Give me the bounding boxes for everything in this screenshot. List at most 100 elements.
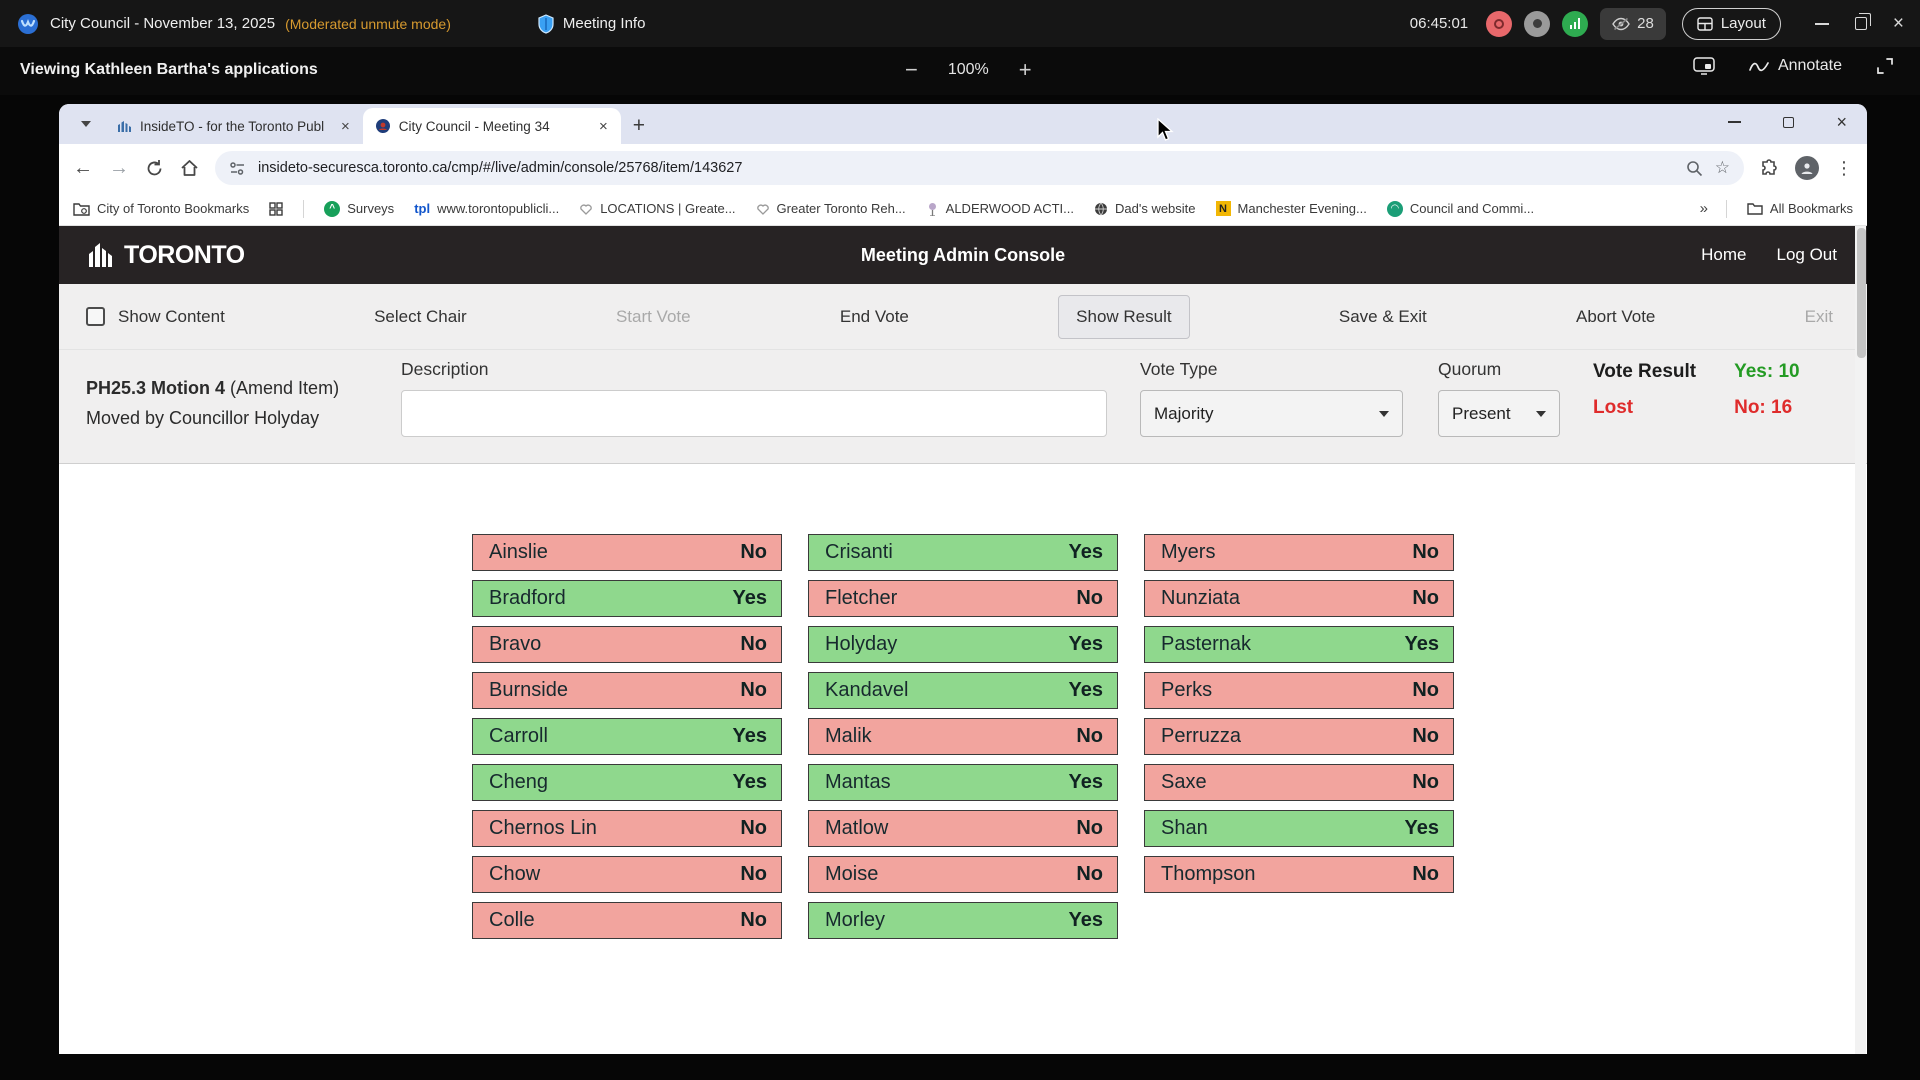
network-status-icon[interactable] (1562, 10, 1589, 37)
exit-button[interactable]: Exit (1804, 306, 1833, 326)
browser-minimize-icon[interactable] (1728, 121, 1742, 123)
logout-link[interactable]: Log Out (1776, 245, 1838, 264)
vote-cell[interactable]: Kandavel Yes (808, 672, 1118, 709)
bookmark-tpl[interactable]: tpl www.torontopublicli... (414, 201, 559, 216)
vote-type-select[interactable]: Majority (1140, 390, 1403, 437)
browser-close-icon[interactable]: × (1836, 112, 1847, 132)
vote-value: No (740, 863, 767, 885)
tab-close-icon[interactable]: × (341, 117, 350, 135)
description-label: Description (401, 359, 489, 379)
extensions-icon[interactable] (1760, 158, 1779, 178)
back-icon[interactable]: ← (73, 156, 93, 179)
vote-cell[interactable]: Malik No (808, 718, 1118, 755)
vote-cell[interactable]: Matlow No (808, 810, 1118, 847)
bookmarks-overflow-button[interactable]: » (1699, 200, 1708, 217)
vote-cell[interactable]: Moise No (808, 856, 1118, 893)
vote-cell[interactable]: Chow No (472, 856, 782, 893)
hidden-participants-pill[interactable]: 28 (1600, 7, 1666, 40)
vote-value: Yes (1068, 633, 1103, 655)
vote-cell[interactable]: Crisanti Yes (808, 534, 1118, 571)
bookmarks-folder[interactable]: City of Toronto Bookmarks (73, 201, 249, 216)
home-link[interactable]: Home (1701, 245, 1747, 264)
vote-cell[interactable]: Pasternak Yes (1144, 626, 1454, 663)
vote-value: Yes (1068, 541, 1103, 563)
audio-status-icon[interactable] (1524, 10, 1551, 37)
bookmark-dads-website[interactable]: Dad's website (1094, 201, 1196, 216)
vote-cell[interactable]: Saxe No (1144, 764, 1454, 801)
vote-cell[interactable]: Morley Yes (808, 902, 1118, 939)
vote-cell[interactable]: Myers No (1144, 534, 1454, 571)
zoom-indicator-icon[interactable] (1686, 160, 1703, 177)
toronto-logo[interactable]: TORONTO (87, 240, 245, 270)
refresh-icon[interactable] (145, 159, 164, 178)
bookmark-label: City of Toronto Bookmarks (97, 201, 250, 216)
browser-menu-icon[interactable]: ⋮ (1835, 157, 1853, 178)
vote-value: Yes (1068, 679, 1103, 701)
meeting-info-button[interactable]: Meeting Info (537, 13, 645, 34)
show-content-toggle[interactable]: Show Content (86, 307, 225, 327)
browser-restore-icon[interactable] (1783, 116, 1795, 128)
bookmark-manchester[interactable]: N Manchester Evening... (1215, 201, 1367, 216)
vote-cell[interactable]: Thompson No (1144, 856, 1454, 893)
end-vote-button[interactable]: End Vote (839, 306, 909, 326)
vote-cell[interactable]: Perruzza No (1144, 718, 1454, 755)
layout-button[interactable]: Layout (1681, 7, 1781, 40)
profile-avatar[interactable] (1795, 156, 1819, 180)
tab-close-icon[interactable]: × (599, 117, 608, 135)
tab-search-button[interactable] (69, 107, 103, 141)
zoom-in-button[interactable]: + (1018, 57, 1032, 82)
councillor-name: Burnside (489, 679, 568, 701)
vote-cell[interactable]: Shan Yes (1144, 810, 1454, 847)
restore-icon[interactable] (1854, 13, 1871, 30)
vote-cell[interactable]: Burnside No (472, 672, 782, 709)
fullscreen-icon[interactable] (1876, 57, 1894, 75)
meeting-title: City Council - November 13, 2025 (50, 15, 276, 32)
select-chair-button[interactable]: Select Chair (374, 306, 467, 326)
bookmark-council[interactable]: ◠ Council and Commi... (1386, 200, 1534, 217)
site-info-icon[interactable] (229, 161, 246, 176)
show-content-label: Show Content (118, 306, 225, 326)
vote-cell[interactable]: Fletcher No (808, 580, 1118, 617)
screen-share-icon[interactable] (1693, 57, 1715, 75)
abort-vote-button[interactable]: Abort Vote (1576, 306, 1656, 326)
tab-city-council[interactable]: City Council - Meeting 34 × (362, 108, 621, 144)
bookmark-surveys[interactable]: ^ Surveys (324, 200, 394, 217)
vote-cell[interactable]: Perks No (1144, 672, 1454, 709)
vote-cell[interactable]: Nunziata No (1144, 580, 1454, 617)
show-content-checkbox[interactable] (86, 307, 105, 326)
close-icon[interactable]: × (1892, 13, 1904, 34)
page-scrollbar-thumb[interactable] (1857, 228, 1866, 358)
annotate-button[interactable]: Annotate (1749, 57, 1842, 75)
record-indicator-icon[interactable] (1486, 10, 1513, 37)
vote-cell[interactable]: Carroll Yes (472, 718, 782, 755)
page-scrollbar[interactable] (1855, 226, 1866, 1054)
vote-value: No (1412, 541, 1439, 563)
vote-cell[interactable]: Cheng Yes (472, 764, 782, 801)
all-bookmarks-button[interactable]: All Bookmarks (1747, 201, 1853, 216)
vote-cell[interactable]: Chernos Lin No (472, 810, 782, 847)
quorum-select[interactable]: Present (1438, 390, 1560, 437)
forward-icon[interactable]: → (109, 156, 129, 179)
description-input[interactable] (401, 390, 1107, 437)
vote-cell[interactable]: Bradford Yes (472, 580, 782, 617)
bookmark-star-icon[interactable]: ☆ (1714, 158, 1730, 177)
home-icon[interactable] (180, 159, 199, 178)
save-exit-button[interactable]: Save & Exit (1338, 306, 1427, 326)
bookmark-greater-toronto[interactable]: Greater Toronto Reh... (756, 201, 906, 216)
apps-grid-icon[interactable] (269, 201, 283, 216)
show-result-button[interactable]: Show Result (1058, 294, 1190, 339)
vote-cell[interactable]: Colle No (472, 902, 782, 939)
start-vote-button[interactable]: Start Vote (615, 306, 691, 326)
vote-cell[interactable]: Holyday Yes (808, 626, 1118, 663)
minimize-icon[interactable] (1814, 22, 1829, 25)
bookmark-alderwood[interactable]: ALDERWOOD ACTI... (926, 201, 1074, 216)
url-bar[interactable]: insideto-securesca.toronto.ca/cmp/#/live… (215, 151, 1744, 185)
new-tab-button[interactable]: + (632, 114, 646, 137)
zoom-out-button[interactable]: − (905, 57, 918, 82)
vote-cell[interactable]: Mantas Yes (808, 764, 1118, 801)
bookmark-locations[interactable]: LOCATIONS | Greate... (579, 201, 736, 216)
tab-insideto[interactable]: InsideTO - for the Toronto Publ × (105, 108, 363, 144)
vote-cell[interactable]: Bravo No (472, 626, 782, 663)
vote-cell[interactable]: Ainslie No (472, 534, 782, 571)
page-title: Meeting Admin Console (860, 244, 1066, 265)
